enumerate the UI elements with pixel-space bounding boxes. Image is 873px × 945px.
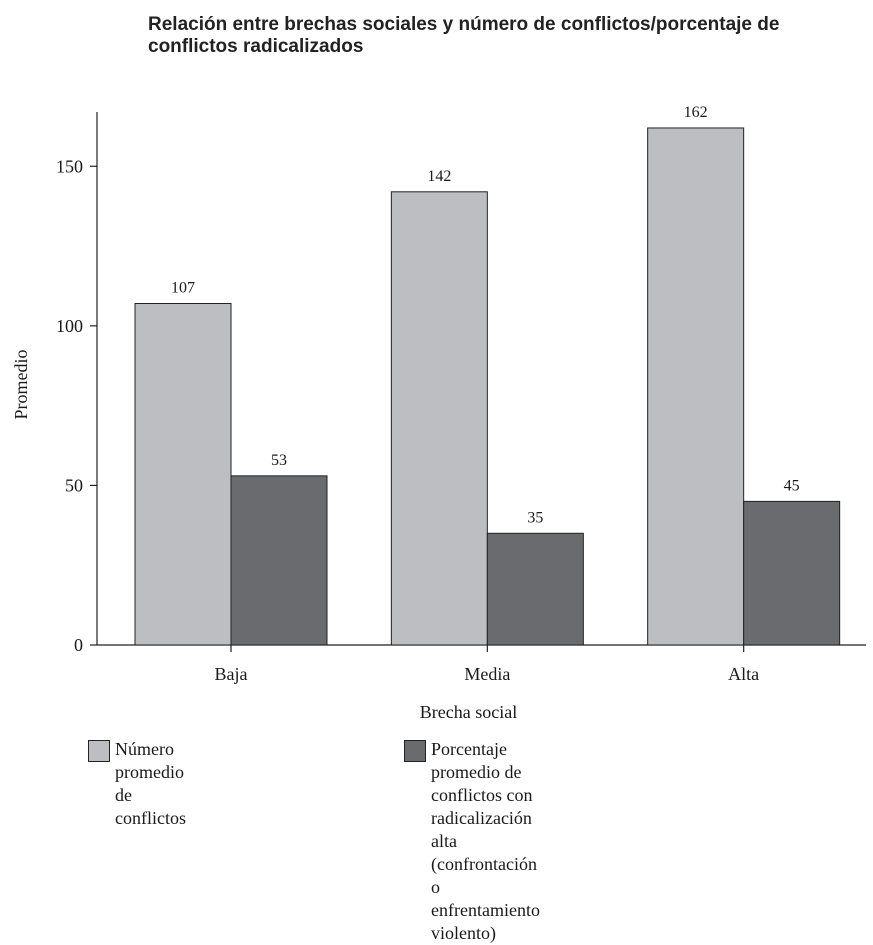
bar-1-media (390, 191, 488, 646)
y-tick-label: 50 (65, 475, 83, 495)
legend-label-series-2-line-1: Porcentaje promedio de conflictos con ra… (431, 739, 533, 828)
legend-label-series-2-line-2: alta (confrontación o enfrentamiento vio… (431, 831, 540, 943)
data-label: 35 (527, 509, 543, 526)
y-tick-label: 150 (56, 156, 83, 176)
chart-title: Relación entre brechas sociales y número… (148, 14, 780, 57)
legend-label-series-1: Número promedio de conflictos (115, 739, 186, 828)
data-label: 45 (784, 477, 800, 494)
y-tick-label: 0 (74, 635, 83, 655)
bar-2-alta (743, 500, 841, 646)
legend-label-series-2: Porcentaje promedio de conflictos con ra… (431, 738, 540, 945)
y-axis-label: Promedio (11, 350, 31, 420)
bar-2-media (486, 532, 584, 646)
chart: Relación entre brechas sociales y número… (11, 14, 866, 943)
data-label: 53 (271, 452, 287, 469)
y-tick-label: 100 (56, 316, 83, 336)
bar-2-baja (230, 475, 328, 646)
x-tick-label: Alta (728, 664, 759, 684)
x-axis-label: Brecha social (420, 702, 517, 722)
legend-swatch-series-2 (404, 740, 426, 762)
plot-area: 0 50 100 150 107 53 Baja 142 35 Media 162 45 Alta Bre… (11, 104, 866, 722)
x-tick-label: Media (464, 664, 510, 684)
data-label: 142 (427, 168, 451, 185)
data-label: 162 (684, 104, 708, 121)
legend-swatch-series-1 (88, 740, 110, 762)
x-tick-label: Baja (215, 664, 248, 684)
bar-1-alta (647, 127, 745, 646)
data-label: 107 (171, 279, 195, 296)
bar-1-baja (134, 302, 232, 646)
